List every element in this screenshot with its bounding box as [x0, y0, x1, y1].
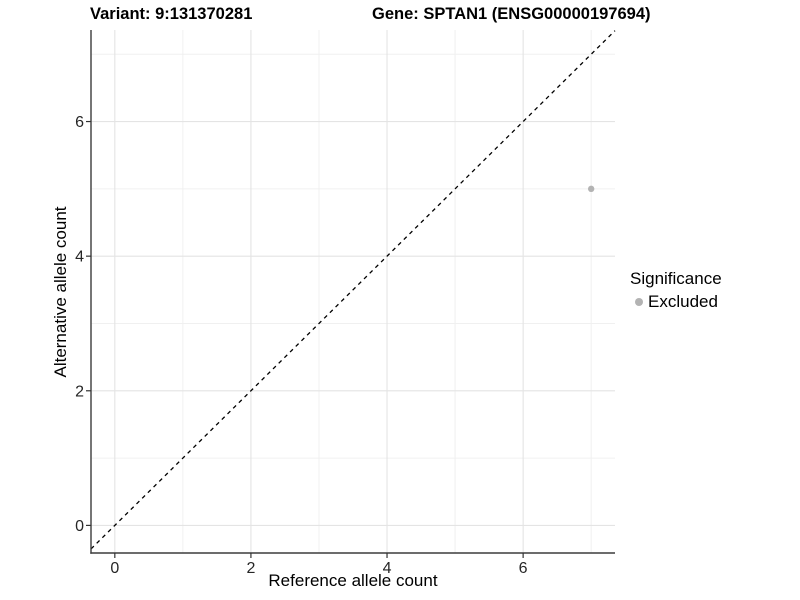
x-axis-title: Reference allele count [268, 571, 438, 590]
variant-title: Variant: 9:131370281 [90, 5, 253, 23]
x-tick-label: 2 [246, 560, 255, 577]
data-point [587, 185, 595, 193]
y-tick-label: 2 [75, 383, 84, 400]
x-tick-label: 0 [110, 560, 119, 577]
y-axis-title: Alternative allele count [51, 206, 70, 378]
y-tick-label: 4 [75, 249, 84, 266]
x-tick-label: 4 [383, 560, 392, 577]
excluded-point-icon [635, 298, 643, 306]
legend-title: Significance [630, 269, 722, 288]
legend-item-excluded: Excluded [630, 292, 722, 312]
legend: Significance Excluded [630, 269, 722, 312]
legend-item-label: Excluded [648, 292, 718, 311]
identity-line [90, 30, 616, 550]
y-tick-label: 6 [75, 114, 84, 131]
x-tick-label: 6 [519, 560, 528, 577]
y-tick-label: 0 [75, 518, 84, 535]
gene-title: Gene: SPTAN1 (ENSG00000197694) [372, 5, 651, 23]
